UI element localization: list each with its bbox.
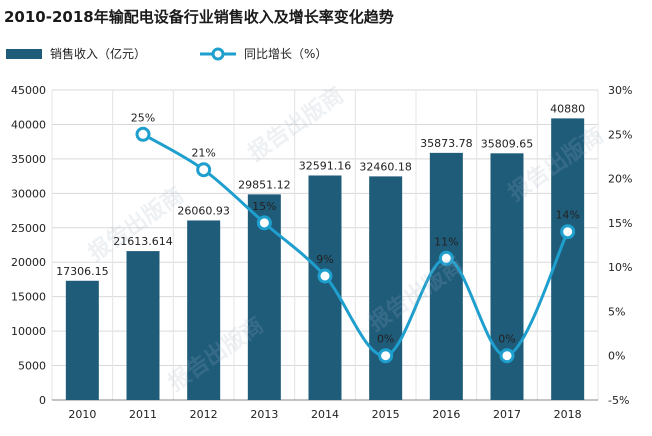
x-tick-label: 2012 (190, 408, 218, 421)
bar-value-label: 35873.78 (420, 137, 473, 150)
y-left-ticks: 0 5000 10000 15000 20000 25000 30000 35000 40000… (11, 84, 46, 407)
growth-value-label: 0% (498, 333, 515, 346)
chart-title: 2010-2018年输配电设备行业销售收入及增长率变化趋势 (4, 8, 394, 26)
y-right-tick-label: 10% (608, 261, 632, 274)
growth-value-label: 0% (377, 333, 394, 346)
y-left-tick-label: 10000 (11, 325, 46, 338)
y-left-tick-label: 20000 (11, 256, 46, 269)
bar (187, 220, 221, 400)
y-left-tick-label: 5000 (18, 360, 46, 373)
bar-value-label: 29851.12 (238, 178, 291, 191)
y-right-tick-label: 20% (608, 173, 632, 186)
bar-value-label: 35809.65 (481, 137, 534, 150)
growth-line: 25% 21% 15% 9% 0% 11% 0% 14% (131, 111, 580, 364)
growth-value-label: 15% (252, 200, 276, 213)
growth-value-label: 11% (434, 235, 458, 248)
y-right-tick-label: 15% (608, 217, 632, 230)
growth-point (317, 268, 333, 284)
bar-value-label: 21613.614 (113, 235, 173, 248)
y-left-tick-label: 40000 (11, 118, 46, 131)
growth-point (196, 162, 212, 178)
y-left-tick-label: 25000 (11, 222, 46, 235)
growth-value-label: 21% (191, 147, 215, 160)
x-tick-label: 2016 (432, 408, 460, 421)
bar (308, 175, 342, 400)
growth-point (560, 224, 576, 240)
bar (65, 280, 99, 400)
x-tick-label: 2018 (554, 408, 582, 421)
y-right-tick-label: 25% (608, 128, 632, 141)
growth-point (499, 348, 515, 364)
bar-value-label: 32460.18 (359, 160, 412, 173)
growth-point (135, 126, 151, 142)
x-tick-label: 2017 (493, 408, 521, 421)
legend-line-marker (211, 47, 225, 61)
y-left-tick-label: 45000 (11, 84, 46, 97)
y-right-tick-label: 5% (608, 305, 625, 318)
y-right-tick-label: 30% (608, 84, 632, 97)
bar (429, 152, 463, 400)
bar-value-label: 17306.15 (56, 265, 109, 278)
bar (369, 176, 403, 400)
growth-point (378, 348, 394, 364)
bar-value-label: 32591.16 (299, 159, 352, 172)
x-tick-label: 2011 (129, 408, 157, 421)
y-left-tick-label: 15000 (11, 291, 46, 304)
x-tick-label: 2014 (311, 408, 339, 421)
growth-value-label: 25% (131, 111, 155, 124)
bar-value-label: 26060.93 (177, 204, 230, 217)
x-tick-label: 2010 (68, 408, 96, 421)
y-right-tick-label: 0% (608, 350, 625, 363)
y-left-tick-label: 0 (39, 394, 46, 407)
bar-labels: 17306.15 21613.614 26060.93 29851.12 32591.1… (56, 102, 585, 277)
x-axis-ticks: 2010 2011 2012 2013 2014 2015 2016 2017 2018 (68, 408, 581, 421)
y-right-tick-label: -5% (608, 394, 629, 407)
legend: 销售收入（亿元） 同比增长（%） (6, 46, 327, 61)
bar-value-label: 40880 (550, 102, 585, 115)
growth-value-label: 9% (316, 253, 333, 266)
growth-value-label: 14% (555, 209, 579, 222)
growth-point (256, 215, 272, 231)
growth-point (438, 250, 454, 266)
legend-bar-swatch (6, 49, 42, 59)
legend-bar-label: 销售收入（亿元） (50, 46, 146, 61)
y-left-tick-label: 35000 (11, 153, 46, 166)
y-right-ticks: -5% 0% 5% 10% 15% 20% 25% 30% (608, 84, 632, 407)
x-tick-label: 2013 (250, 408, 278, 421)
bar (126, 251, 160, 400)
x-tick-label: 2015 (372, 408, 400, 421)
legend-line-label: 同比增长（%） (244, 47, 327, 61)
y-left-tick-label: 30000 (11, 187, 46, 200)
